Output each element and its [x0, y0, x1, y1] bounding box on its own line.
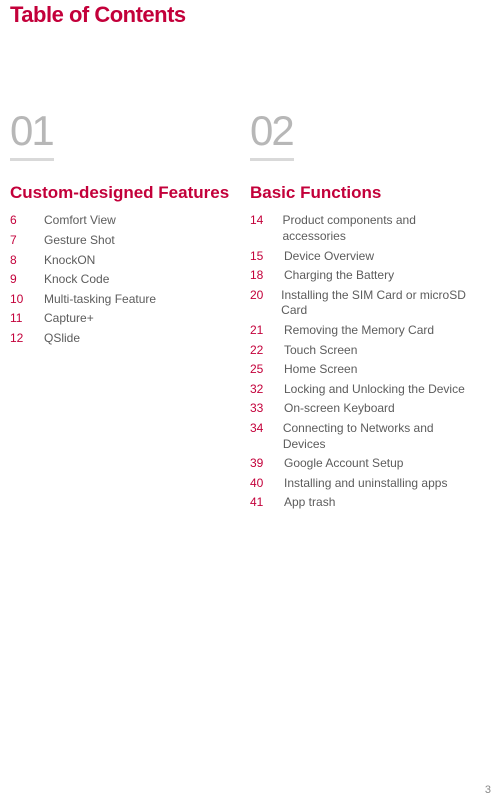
toc-entry-page: 6 — [10, 213, 34, 229]
toc-row[interactable]: 20 Installing the SIM Card or microSD Car… — [250, 288, 470, 319]
toc-entry-label: On-screen Keyboard — [284, 401, 395, 417]
toc-row[interactable]: 14 Product components and accessories — [250, 213, 470, 244]
toc-entry-page: 7 — [10, 233, 34, 249]
toc-columns: 01 Custom-designed Features 6 Comfort Vie… — [10, 110, 470, 515]
toc-entry-label: Installing the SIM Card or microSD Card — [281, 288, 470, 319]
toc-row[interactable]: 10 Multi-tasking Feature — [10, 292, 230, 308]
toc-entry-label: Touch Screen — [284, 343, 357, 359]
toc-entry-label: Connecting to Networks and Devices — [283, 421, 470, 452]
toc-entry-page: 32 — [250, 382, 274, 398]
toc-entry-page: 10 — [10, 292, 34, 308]
toc-row[interactable]: 9 Knock Code — [10, 272, 230, 288]
toc-entry-page: 11 — [10, 311, 34, 327]
page-number: 3 — [485, 784, 491, 796]
section-number-0: 01 — [10, 110, 230, 152]
toc-entry-label: Home Screen — [284, 362, 357, 378]
toc-entry-label: Multi-tasking Feature — [44, 292, 156, 308]
page-title: Table of Contents — [10, 2, 186, 28]
toc-row[interactable]: 7 Gesture Shot — [10, 233, 230, 249]
section-number-1: 02 — [250, 110, 470, 152]
toc-entry-page: 25 — [250, 362, 274, 378]
toc-row[interactable]: 21 Removing the Memory Card — [250, 323, 470, 339]
toc-entry-label: Google Account Setup — [284, 456, 403, 472]
toc-row[interactable]: 40 Installing and uninstalling apps — [250, 476, 470, 492]
toc-entry-page: 18 — [250, 268, 274, 284]
toc-row[interactable]: 22 Touch Screen — [250, 343, 470, 359]
toc-row[interactable]: 18 Charging the Battery — [250, 268, 470, 284]
section-title-0: Custom-designed Features — [10, 183, 230, 203]
section-col-0: 01 Custom-designed Features 6 Comfort Vie… — [10, 110, 230, 515]
toc-rows-0: 6 Comfort View 7 Gesture Shot 8 KnockON 9 Knock… — [10, 213, 230, 350]
toc-row[interactable]: 25 Home Screen — [250, 362, 470, 378]
toc-entry-page: 8 — [10, 253, 34, 269]
toc-entry-page: 14 — [250, 213, 272, 229]
toc-entry-label: Comfort View — [44, 213, 116, 229]
section-underline-1 — [250, 158, 294, 161]
toc-entry-page: 12 — [10, 331, 34, 347]
section-underline-0 — [10, 158, 54, 161]
toc-entry-label: Knock Code — [44, 272, 109, 288]
toc-row[interactable]: 33 On-screen Keyboard — [250, 401, 470, 417]
toc-row[interactable]: 15 Device Overview — [250, 249, 470, 265]
toc-entry-label: App trash — [284, 495, 335, 511]
toc-row[interactable]: 39 Google Account Setup — [250, 456, 470, 472]
toc-row[interactable]: 12 QSlide — [10, 331, 230, 347]
toc-entry-page: 22 — [250, 343, 274, 359]
toc-entry-label: KnockON — [44, 253, 95, 269]
toc-entry-label: Locking and Unlocking the Device — [284, 382, 465, 398]
toc-entry-page: 9 — [10, 272, 34, 288]
toc-entry-page: 33 — [250, 401, 274, 417]
toc-entry-page: 20 — [250, 288, 271, 304]
toc-row[interactable]: 41 App trash — [250, 495, 470, 511]
section-title-1: Basic Functions — [250, 183, 470, 203]
toc-row[interactable]: 11 Capture+ — [10, 311, 230, 327]
toc-entry-page: 34 — [250, 421, 273, 437]
toc-row[interactable]: 34 Connecting to Networks and Devices — [250, 421, 470, 452]
toc-entry-label: Removing the Memory Card — [284, 323, 434, 339]
toc-entry-page: 39 — [250, 456, 274, 472]
toc-entry-label: Capture+ — [44, 311, 94, 327]
toc-rows-1: 14 Product components and accessories 15 De… — [250, 213, 470, 515]
toc-row[interactable]: 32 Locking and Unlocking the Device — [250, 382, 470, 398]
toc-entry-label: Charging the Battery — [284, 268, 394, 284]
section-col-1: 02 Basic Functions 14 Product components … — [250, 110, 470, 515]
toc-entry-page: 40 — [250, 476, 274, 492]
toc-entry-page: 15 — [250, 249, 274, 265]
toc-row[interactable]: 8 KnockON — [10, 253, 230, 269]
toc-entry-page: 21 — [250, 323, 274, 339]
toc-entry-label: Installing and uninstalling apps — [284, 476, 447, 492]
toc-entry-label: QSlide — [44, 331, 80, 347]
toc-entry-label: Product components and accessories — [282, 213, 470, 244]
toc-row[interactable]: 6 Comfort View — [10, 213, 230, 229]
toc-entry-label: Gesture Shot — [44, 233, 115, 249]
toc-entry-page: 41 — [250, 495, 274, 511]
toc-entry-label: Device Overview — [284, 249, 374, 265]
